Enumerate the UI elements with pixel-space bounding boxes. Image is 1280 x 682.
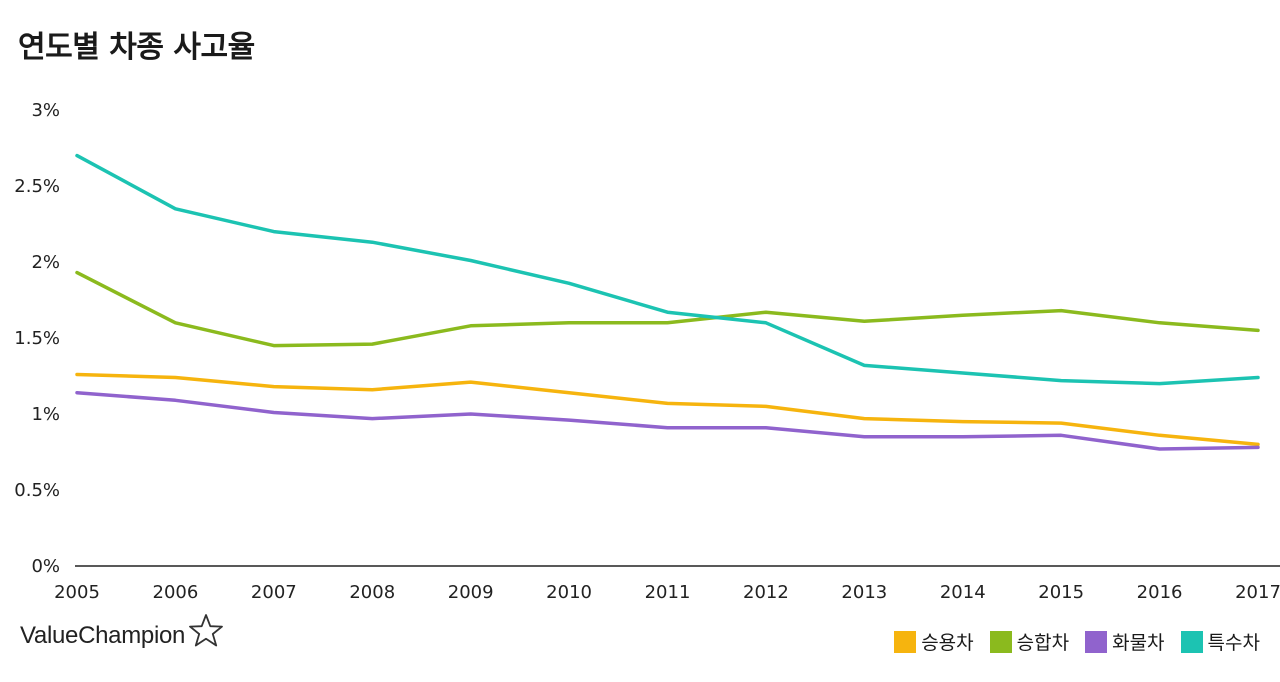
legend-swatch bbox=[894, 630, 917, 653]
y-tick-label: 3% bbox=[31, 100, 60, 121]
y-tick-label: 2.5% bbox=[14, 176, 60, 197]
legend-item-4: 특수차 bbox=[1180, 628, 1260, 655]
brand-logo: ValueChampion bbox=[20, 614, 224, 650]
x-tick-label: 2017 bbox=[1235, 582, 1280, 603]
x-tick-label: 2016 bbox=[1137, 582, 1183, 603]
legend-item-2: 승합차 bbox=[989, 628, 1070, 655]
x-tick-label: 2005 bbox=[54, 582, 100, 603]
series-line-2 bbox=[75, 270, 1260, 348]
y-tick-label: 2% bbox=[31, 252, 60, 273]
legend-label: 승합차 bbox=[1016, 632, 1070, 654]
x-tick-label: 2009 bbox=[448, 582, 494, 603]
x-tick-label: 2008 bbox=[349, 582, 395, 603]
x-tick-label: 2015 bbox=[1038, 582, 1084, 603]
legend-swatch bbox=[1085, 630, 1108, 653]
x-tick-label: 2013 bbox=[841, 582, 887, 603]
x-tick-label: 2010 bbox=[546, 582, 592, 603]
x-tick-label: 2006 bbox=[153, 582, 199, 603]
chart-legend: 승용차 승합차 화물차 특수차 bbox=[894, 628, 1260, 655]
y-tick-label: 1% bbox=[31, 404, 60, 425]
legend-swatch bbox=[1180, 630, 1203, 653]
legend-swatch bbox=[989, 630, 1012, 653]
series-lines bbox=[75, 153, 1260, 451]
legend-label: 승용차 bbox=[921, 632, 974, 654]
legend-item-3: 화물차 bbox=[1085, 628, 1165, 655]
x-tick-label: 2012 bbox=[743, 582, 789, 603]
x-tick-label: 2014 bbox=[940, 582, 986, 603]
chart-title: 연도별 차종 사고율 bbox=[18, 30, 255, 65]
y-axis-tick-labels: 0% 0.5% 1% 1.5% 2% 2.5% 3% bbox=[14, 100, 60, 577]
series-line-1 bbox=[75, 372, 1260, 447]
y-tick-label: 1.5% bbox=[14, 328, 60, 349]
legend-label: 화물차 bbox=[1112, 632, 1165, 654]
y-tick-label: 0% bbox=[31, 556, 60, 577]
y-tick-label: 0.5% bbox=[14, 480, 60, 501]
x-axis-tick-labels: 2005 2006 2007 2008 2009 2010 2011 2012 2013 2014… bbox=[54, 582, 1280, 603]
x-tick-label: 2011 bbox=[645, 582, 691, 603]
x-tick-label: 2007 bbox=[251, 582, 297, 603]
series-line-3 bbox=[75, 390, 1260, 451]
brand-name: ValueChampion bbox=[20, 622, 186, 649]
series-line-4 bbox=[75, 153, 1260, 386]
legend-label: 특수차 bbox=[1207, 632, 1260, 654]
star-outline-icon bbox=[189, 614, 224, 647]
legend-item-1: 승용차 bbox=[894, 628, 974, 655]
